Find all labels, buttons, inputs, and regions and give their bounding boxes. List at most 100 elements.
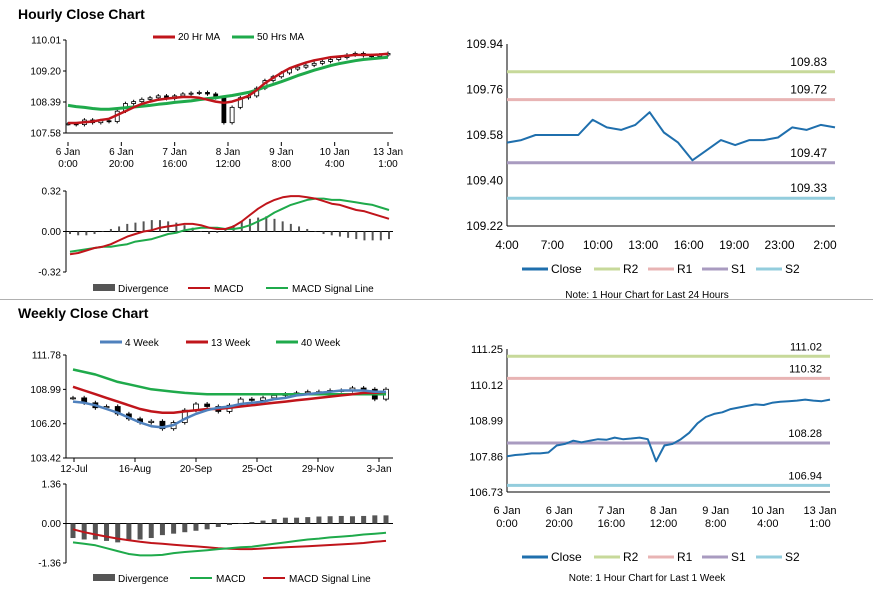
hourly-candle-x-tick-label: 9 Jan [269,147,293,158]
weekly-candle-x-tick-label: 3-Jan [366,464,391,475]
hourly-macd-divergence-bar [158,220,161,232]
weekly-macd-legend-label: MACD Signal Line [289,574,371,585]
weekly-macd-divergence-bar [204,523,210,530]
weekly-pivot-x-tick-label: 8:00 [705,518,726,530]
hourly-pivot-x-tick-label: 2:00 [813,238,837,252]
hourly-pivot-y-tick-label: 109.22 [466,219,503,233]
weekly-pivot-level-label-s1: 108.28 [788,428,822,440]
hourly-macd-divergence-bar [330,231,333,236]
hourly-candle-body [155,95,161,99]
hourly-candle-x-tick-label: 8:00 [272,159,292,170]
hourly-candle-legend-label: 50 Hrs MA [257,32,305,43]
weekly-candle-body [148,420,155,423]
weekly-macd-divergence-bar [294,517,300,524]
hourly-macd-divergence-bar [69,231,71,235]
weekly-macd-divergence-bar [115,523,121,543]
hourly-candle-body [336,57,342,60]
weekly-pivot-x-tick-label: 7 Jan [598,505,625,517]
weekly-macd-divergence-bar [104,523,110,541]
hourly-candle-body [180,93,186,97]
hourly-macd-divergence-bar [355,231,358,240]
hourly-candle-body [319,61,325,64]
weekly-macd-divergence-bar [383,515,389,524]
hourly-macd-divergence-bar [142,221,145,232]
weekly-macd-divergence-bar [215,523,221,527]
hourly-pivot-level-label-r2: 109.83 [790,55,827,69]
hourly-macd-divergence-bar [281,221,284,232]
hourly-pivot-y-tick-label: 109.58 [466,128,503,142]
hourly-candle-y-tick-label: 108.39 [30,98,61,109]
weekly-candle-body [248,398,255,401]
hourly-pivot-x-tick-label: 23:00 [765,238,795,252]
hourly-candle-body [205,92,210,95]
hourly-candle-y-tick-label: 110.01 [31,36,61,47]
hourly-macd-divergence-bar [208,231,211,235]
hourly-pivot-y-tick-label: 109.94 [466,37,503,51]
weekly-candle-x-tick-label: 16-Aug [119,464,151,475]
weekly-section-title: Weekly Close Chart [18,305,149,321]
weekly-macd-y-tick-label: -1.36 [38,559,61,570]
hourly-macd-divergence-bar [347,231,350,238]
weekly-pivot-x-tick-label: 1:00 [809,518,830,530]
weekly-candle-y-tick-label: 108.99 [30,385,61,396]
hourly-macd-line [69,195,390,256]
hourly-candle-x-tick-label: 20:00 [109,159,134,170]
weekly-macd-divergence-bar [92,523,98,540]
hourly-pivot-level-label-r1: 109.72 [790,83,827,97]
hourly-macd-divergence-bar [314,231,317,232]
hourly-macd-divergence-bar [199,231,202,232]
hourly-pivot-legend-label: R1 [677,262,693,276]
hourly-pivot-legend-label: R2 [623,262,639,276]
weekly-macd-divergence-bar [260,520,266,524]
weekly-macd-divergence-bar [327,516,333,524]
hourly-macd-y-tick-label: 0.00 [42,227,62,238]
hourly-macd-divergence-bar [371,231,374,241]
hourly-macd-legend-label: Divergence [118,284,169,295]
weekly-pivot-note: Note: 1 Hour Chart for Last 1 Week [569,573,727,584]
hourly-macd-divergence-bar [77,231,80,236]
weekly-macd-divergence-bar [271,519,277,524]
weekly-macd-divergence-bar [316,516,322,524]
section-divider [0,299,873,300]
weekly-macd-divergence-bar [137,523,143,540]
weekly-candle-x-tick-label: 29-Nov [302,464,334,475]
hourly-macd-divergence-bar [322,231,325,235]
weekly-candle-body [159,420,166,430]
hourly-candle-x-tick-label: 0:00 [58,159,78,170]
hourly-macd-divergence-bar [183,225,186,232]
hourly-macd-divergence-bar [363,231,366,241]
weekly-pivot-legend-label: S2 [785,550,800,564]
weekly-candle-x-tick-label: 12-Jul [60,464,87,475]
hourly-macd-divergence-bar [388,231,390,240]
weekly-candle-body [70,397,76,400]
hourly-macd-divergence-bar [224,228,227,232]
weekly-candle-body [304,391,311,394]
hourly-pivot-legend-label: Close [551,262,582,276]
weekly-candle-legend-label: 13 Week [211,338,251,349]
hourly-candle-body [188,92,194,95]
hourly-candle-body [295,66,301,70]
weekly-candle-body [271,395,278,399]
hourly-macd-legend-label: MACD [214,284,243,295]
hourly-ma20-line [68,52,389,125]
hourly-candle-body [139,98,145,103]
weekly-candle-legend-label: 4 Week [125,338,160,349]
hourly-candle-y-tick-label: 109.20 [30,67,61,78]
hourly-candle-x-tick-label: 6 Jan [56,147,80,158]
hourly-pivot-close-line [506,111,836,162]
hourly-candle-x-tick-label: 6 Jan [109,147,133,158]
hourly-macd-divergence-bar [109,228,112,232]
hourly-candle-x-tick-label: 10 Jan [320,147,350,158]
weekly-candle-x-tick-label: 25-Oct [242,464,272,475]
hourly-pivot-y-tick-label: 109.40 [466,174,503,188]
hourly-macd-divergence-bar [150,220,153,232]
weekly-macd-divergence-bar [171,523,177,534]
hourly-candle-body [131,101,137,104]
weekly-macd-divergence-bar [338,515,344,524]
hourly-macd-divergence-bar [298,226,301,232]
hourly-macd-divergence-bar [338,231,341,237]
hourly-candle-body [311,62,317,66]
weekly-macd-legend-swatch [93,574,115,581]
hourly-candle-body [229,106,235,124]
hourly-candle-legend-label: 20 Hr MA [178,32,221,43]
